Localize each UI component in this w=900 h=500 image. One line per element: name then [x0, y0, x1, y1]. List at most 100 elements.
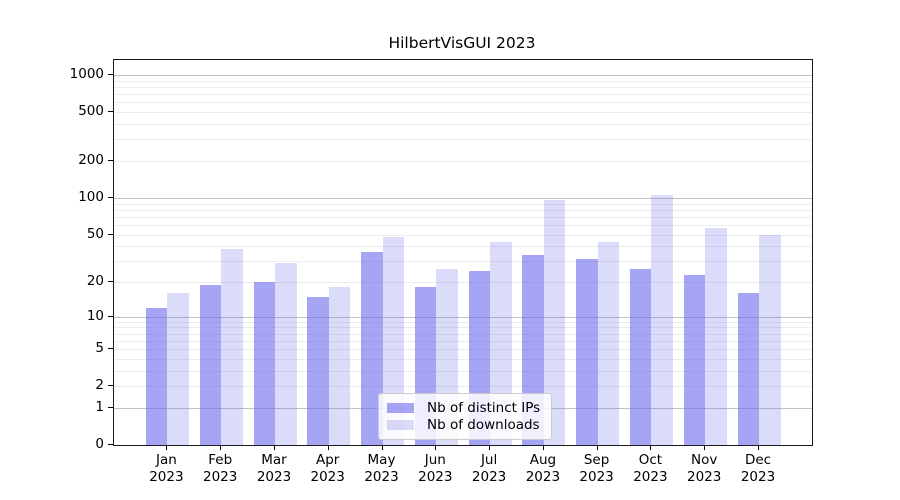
legend-label: Nb of distinct IPs: [427, 399, 541, 416]
y-tick: [108, 315, 113, 317]
year-label: 2023: [525, 469, 561, 485]
year-label: 2023: [418, 469, 453, 485]
minor-gridline: [114, 139, 812, 141]
bar-downloads: [597, 242, 620, 445]
y-tick: [108, 111, 113, 113]
legend-label: Nb of downloads: [427, 416, 540, 433]
year-label: 2023: [256, 469, 292, 485]
x-tick: [542, 445, 544, 450]
year-label: 2023: [579, 469, 614, 485]
plot-area: [113, 59, 813, 446]
y-tick: [108, 406, 113, 408]
x-tick: [381, 445, 383, 450]
month-label: Oct: [638, 452, 663, 468]
y-tick-label: 2: [95, 377, 104, 394]
y-tick-label: 1000: [69, 66, 104, 82]
year-label: 2023: [364, 469, 399, 485]
x-tick: [327, 445, 329, 450]
month-label: Mar: [261, 452, 287, 468]
bar-downloads: [167, 293, 189, 445]
y-tick-label: 200: [78, 152, 104, 168]
bar-downloads: [221, 248, 243, 445]
major-gridline: [114, 197, 812, 199]
minor-gridline: [114, 261, 812, 263]
year-label: 2023: [203, 469, 238, 485]
x-tick: [274, 445, 275, 450]
minor-gridline: [114, 87, 812, 88]
y-tick-label: 10: [86, 307, 104, 324]
minor-gridline: [114, 80, 812, 82]
year-label: 2023: [687, 469, 722, 485]
y-tick: [108, 385, 113, 387]
x-tick-label: Mar 2023: [239, 452, 309, 486]
year-label: 2023: [740, 469, 776, 485]
year-label: 2023: [149, 469, 184, 485]
minor-gridline: [114, 234, 812, 236]
x-tick: [704, 445, 706, 450]
minor-gridline: [114, 370, 812, 372]
bar-distinct-ips: [683, 274, 706, 445]
x-tick: [435, 445, 437, 450]
y-tick-label: 100: [78, 188, 104, 205]
x-tick-label: Jul 2023: [454, 452, 524, 486]
x-tick: [650, 445, 652, 450]
bar-distinct-ips: [361, 251, 383, 445]
legend-item-distinct-ips: Nb of distinct IPs: [387, 399, 543, 416]
bar-downloads: [705, 227, 727, 445]
x-tick-label: May 2023: [347, 452, 417, 486]
minor-gridline: [114, 327, 812, 329]
month-label: Feb: [208, 452, 233, 468]
bar-downloads: [328, 287, 351, 445]
bar-downloads: [382, 236, 404, 445]
x-tick: [166, 445, 168, 450]
bar-distinct-ips: [737, 293, 759, 445]
y-tick: [108, 196, 113, 198]
legend-item-downloads: Nb of downloads: [387, 416, 543, 433]
chart-title: HilbertVisGUI 2023: [388, 34, 536, 52]
minor-gridline: [114, 358, 812, 360]
year-label: 2023: [633, 469, 668, 485]
ips-swatch-icon: [387, 402, 414, 413]
x-tick: [220, 445, 222, 450]
minor-gridline: [114, 112, 812, 114]
minor-gridline: [114, 333, 812, 335]
month-label: May: [367, 452, 396, 468]
x-tick-label: Oct 2023: [615, 452, 685, 486]
month-label: Nov: [691, 452, 718, 468]
x-tick-label: Aug 2023: [508, 452, 578, 486]
month-label: Apr: [316, 452, 340, 468]
bar-downloads: [275, 262, 297, 445]
y-tick-label: 0: [95, 436, 104, 452]
y-tick: [108, 348, 113, 350]
minor-gridline: [114, 209, 812, 211]
major-gridline: [114, 75, 812, 76]
bar-distinct-ips: [199, 284, 222, 445]
y-tick: [108, 444, 113, 445]
month-label: Aug: [529, 452, 557, 468]
y-tick: [108, 74, 113, 75]
x-tick-label: Jun 2023: [400, 452, 470, 486]
month-label: Jan: [155, 452, 177, 468]
bar-distinct-ips: [253, 282, 275, 445]
bar-distinct-ips: [629, 268, 652, 445]
minor-gridline: [114, 282, 812, 283]
month-label: Dec: [744, 452, 772, 468]
y-tick: [108, 281, 113, 282]
x-tick-label: Nov 2023: [669, 452, 739, 486]
minor-gridline: [114, 386, 812, 388]
y-tick-label: 20: [86, 273, 104, 289]
bar-downloads: [651, 194, 673, 445]
legend: Nb of distinct IPs Nb of downloads: [378, 393, 552, 440]
minor-gridline: [114, 224, 812, 226]
y-tick-label: 5: [95, 340, 104, 357]
bar-downloads: [543, 199, 566, 445]
x-tick-label: Dec 2023: [723, 452, 793, 486]
minor-gridline: [114, 349, 812, 351]
minor-gridline: [114, 102, 812, 104]
year-label: 2023: [310, 469, 345, 485]
year-label: 2023: [471, 469, 507, 485]
minor-gridline: [114, 246, 812, 248]
y-tick-label: 50: [86, 225, 104, 242]
x-tick: [489, 445, 491, 450]
